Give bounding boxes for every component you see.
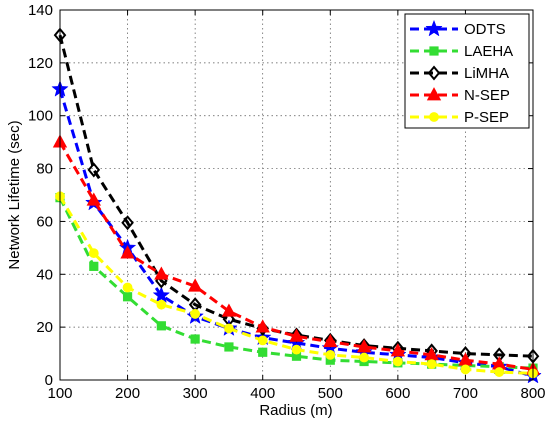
data-point-n-sep <box>120 245 135 259</box>
data-point-laeha <box>89 261 99 271</box>
legend-label-n-sep: N-SEP <box>464 87 510 104</box>
data-point-p-sep <box>190 309 201 319</box>
y-tick-label: 80 <box>36 161 53 178</box>
legend-marker-odts <box>425 19 443 37</box>
series-p-sep <box>55 191 538 379</box>
data-point-laeha <box>258 347 268 357</box>
data-point-odts <box>152 286 171 303</box>
x-tick-label: 100 <box>47 385 72 402</box>
data-point-p-sep <box>460 364 471 375</box>
y-axis-label: Network Lifetime (sec) <box>6 120 23 269</box>
legend-entry-odts: ODTS <box>410 19 506 38</box>
legend-entry-n-sep: N-SEP <box>410 87 510 104</box>
data-point-n-sep <box>390 343 406 357</box>
series-line-limha <box>58 34 534 358</box>
legend-entry-p-sep: P-SEP <box>410 109 509 126</box>
data-point-n-sep <box>86 192 101 206</box>
data-point-laeha <box>224 342 234 352</box>
x-tick-label: 800 <box>520 385 545 402</box>
y-tick-label: 140 <box>28 2 53 19</box>
data-point-p-sep <box>325 349 336 360</box>
y-tick-label: 100 <box>28 108 53 125</box>
data-point-p-sep <box>494 367 505 377</box>
legend-entry-limha: LiMHA <box>410 65 509 82</box>
data-point-n-sep <box>154 266 169 280</box>
data-point-p-sep <box>291 344 302 355</box>
legend-marker-p-sep <box>429 112 439 122</box>
data-point-n-sep <box>255 319 270 333</box>
data-point-p-sep <box>122 282 133 293</box>
legend-entry-laeha: LAEHA <box>410 43 513 60</box>
x-tick-label: 200 <box>115 385 140 402</box>
legend-marker-n-sep <box>426 87 442 101</box>
legend: ODTS LAEHA LiMHA N-SEP P-SEP <box>404 13 530 129</box>
data-point-p-sep <box>392 356 403 367</box>
data-point-laeha <box>122 292 133 302</box>
x-axis-label: Radius (m) <box>259 402 332 419</box>
series-layer <box>51 27 542 384</box>
x-tick-label: 600 <box>385 385 410 402</box>
data-point-n-sep <box>289 328 304 342</box>
data-point-laeha <box>156 321 166 331</box>
x-tick-label: 500 <box>318 385 343 402</box>
legend-label-p-sep: P-SEP <box>464 109 509 126</box>
data-point-n-sep <box>187 278 203 292</box>
x-tick-label: 700 <box>453 385 478 402</box>
data-point-n-sep <box>221 303 237 317</box>
x-tick-label: 400 <box>250 385 275 402</box>
y-tick-label: 60 <box>36 213 53 230</box>
legend-label-limha: LiMHA <box>464 65 509 82</box>
legend-label-laeha: LAEHA <box>464 43 513 60</box>
data-point-n-sep <box>356 339 372 353</box>
legend-box <box>404 13 530 129</box>
y-tick-labels: 0 20 40 60 80 100 120 140 <box>28 2 53 389</box>
data-point-p-sep <box>426 359 437 370</box>
axis-ticks <box>59 9 534 381</box>
y-tick-label: 120 <box>28 55 53 72</box>
data-point-limha <box>87 162 101 178</box>
x-tick-label: 300 <box>183 385 208 402</box>
x-tick-labels: 100 200 300 400 500 600 700 800 <box>47 385 545 402</box>
data-point-p-sep <box>224 323 234 334</box>
data-point-p-sep <box>359 352 369 363</box>
data-point-p-sep <box>156 299 167 310</box>
y-tick-label: 40 <box>36 266 53 283</box>
data-point-limha <box>121 215 134 231</box>
series-line-n-sep <box>58 141 534 371</box>
legend-marker-laeha <box>429 46 439 56</box>
plot-frame <box>59 9 534 381</box>
data-point-p-sep <box>88 248 99 259</box>
series-line-laeha <box>58 196 534 370</box>
data-point-p-sep <box>257 335 268 346</box>
data-point-laeha <box>190 334 200 344</box>
legend-label-odts: ODTS <box>464 21 506 38</box>
data-point-n-sep <box>323 333 338 348</box>
y-tick-label: 20 <box>36 319 53 336</box>
legend-marker-limha <box>427 65 441 81</box>
y-tick-label: 0 <box>45 372 53 389</box>
